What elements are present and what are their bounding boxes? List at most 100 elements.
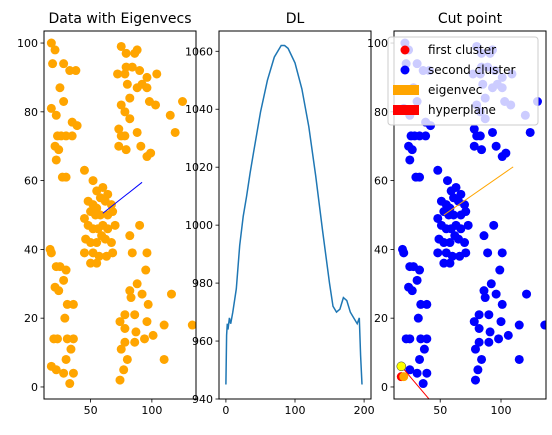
data-point bbox=[142, 72, 152, 82]
data-point bbox=[67, 131, 77, 141]
data-point bbox=[451, 182, 461, 192]
data-point bbox=[522, 289, 532, 299]
data-point bbox=[170, 127, 180, 137]
data-point bbox=[46, 38, 56, 48]
data-point bbox=[121, 145, 131, 155]
plot-area bbox=[45, 38, 196, 389]
data-point bbox=[116, 41, 126, 51]
data-point bbox=[130, 310, 140, 320]
data-point bbox=[68, 334, 78, 344]
data-point bbox=[447, 251, 457, 261]
data-point bbox=[456, 189, 466, 199]
x-tick-label: 0 bbox=[222, 404, 229, 417]
data-point bbox=[413, 313, 423, 323]
data-point bbox=[132, 279, 142, 289]
legend-patch bbox=[393, 105, 419, 115]
data-point bbox=[88, 176, 98, 186]
y-tick-label: 940 bbox=[192, 393, 213, 406]
data-point bbox=[59, 59, 69, 69]
data-point bbox=[68, 368, 78, 378]
data-point bbox=[135, 220, 145, 230]
legend-marker bbox=[400, 65, 410, 75]
data-point bbox=[50, 45, 60, 55]
y-tick-label: 100 bbox=[17, 37, 38, 50]
data-point bbox=[148, 330, 158, 340]
data-point bbox=[79, 248, 89, 258]
data-point bbox=[422, 334, 432, 344]
x-tick-label: 100 bbox=[141, 404, 162, 417]
y-tick-label: 40 bbox=[374, 243, 388, 256]
data-point bbox=[94, 251, 104, 261]
data-point bbox=[165, 110, 175, 120]
data-point bbox=[419, 344, 429, 354]
data-point bbox=[146, 148, 156, 158]
data-point bbox=[61, 172, 71, 182]
y-tick-label: 1060 bbox=[185, 45, 213, 58]
y-tick-label: 0 bbox=[31, 381, 38, 394]
data-point bbox=[52, 334, 62, 344]
data-point bbox=[475, 131, 485, 141]
data-point bbox=[412, 368, 422, 378]
data-point bbox=[125, 93, 135, 103]
x-tick-label: 100 bbox=[491, 404, 512, 417]
data-point bbox=[132, 127, 142, 137]
data-point bbox=[125, 114, 135, 124]
data-point bbox=[407, 286, 417, 296]
legend-box bbox=[387, 36, 539, 126]
data-point bbox=[110, 220, 120, 230]
data-point bbox=[412, 275, 422, 285]
data-point bbox=[120, 69, 130, 79]
data-point bbox=[525, 127, 535, 137]
data-point bbox=[474, 337, 484, 347]
data-point bbox=[491, 141, 501, 151]
panel-cut-point: Cut point 50 100 0 20 40 60 80 100 first cluster s… bbox=[367, 11, 547, 417]
chart-title: DL bbox=[286, 11, 305, 27]
data-point bbox=[54, 286, 64, 296]
data-point bbox=[142, 248, 152, 258]
data-point bbox=[484, 310, 494, 320]
data-point bbox=[433, 213, 443, 223]
data-point bbox=[59, 97, 69, 107]
data-point bbox=[114, 141, 124, 151]
data-point bbox=[61, 265, 71, 275]
data-point bbox=[66, 344, 76, 354]
data-point bbox=[92, 238, 102, 248]
data-point bbox=[495, 265, 505, 275]
data-point bbox=[415, 172, 425, 182]
data-point bbox=[514, 354, 524, 364]
data-point bbox=[422, 368, 432, 378]
axes-frame bbox=[43, 30, 197, 400]
data-point bbox=[113, 69, 123, 79]
data-point bbox=[121, 48, 131, 58]
data-point bbox=[120, 337, 130, 347]
data-point bbox=[54, 145, 64, 155]
data-point bbox=[445, 258, 455, 268]
data-point bbox=[456, 224, 466, 234]
y-tick-label: 960 bbox=[192, 335, 213, 348]
data-point bbox=[399, 248, 409, 258]
legend-label: first cluster bbox=[428, 43, 496, 57]
data-point bbox=[484, 337, 494, 347]
y-tick-label: 100 bbox=[367, 37, 388, 50]
data-point bbox=[483, 248, 493, 258]
data-point bbox=[449, 210, 459, 220]
data-point bbox=[137, 289, 147, 299]
panel-dl: DL 0 100 200 940 960 980 1000 1020 1040 1060 bbox=[185, 11, 375, 417]
y-tick-label: 20 bbox=[24, 312, 38, 325]
data-point bbox=[72, 121, 82, 131]
y-tick-label: 20 bbox=[374, 312, 388, 325]
data-point bbox=[59, 368, 69, 378]
data-point bbox=[461, 248, 471, 258]
legend-marker bbox=[400, 45, 410, 55]
data-point bbox=[92, 258, 102, 268]
data-point bbox=[187, 320, 196, 330]
chart-title: Cut point bbox=[438, 11, 503, 27]
data-point bbox=[474, 310, 484, 320]
data-point bbox=[460, 238, 470, 248]
x-tick-label: 50 bbox=[84, 404, 98, 417]
data-point bbox=[125, 231, 135, 241]
axes-frame bbox=[393, 30, 547, 400]
y-tick-label: 60 bbox=[374, 175, 388, 188]
data-point bbox=[477, 354, 487, 364]
data-point bbox=[143, 299, 153, 309]
